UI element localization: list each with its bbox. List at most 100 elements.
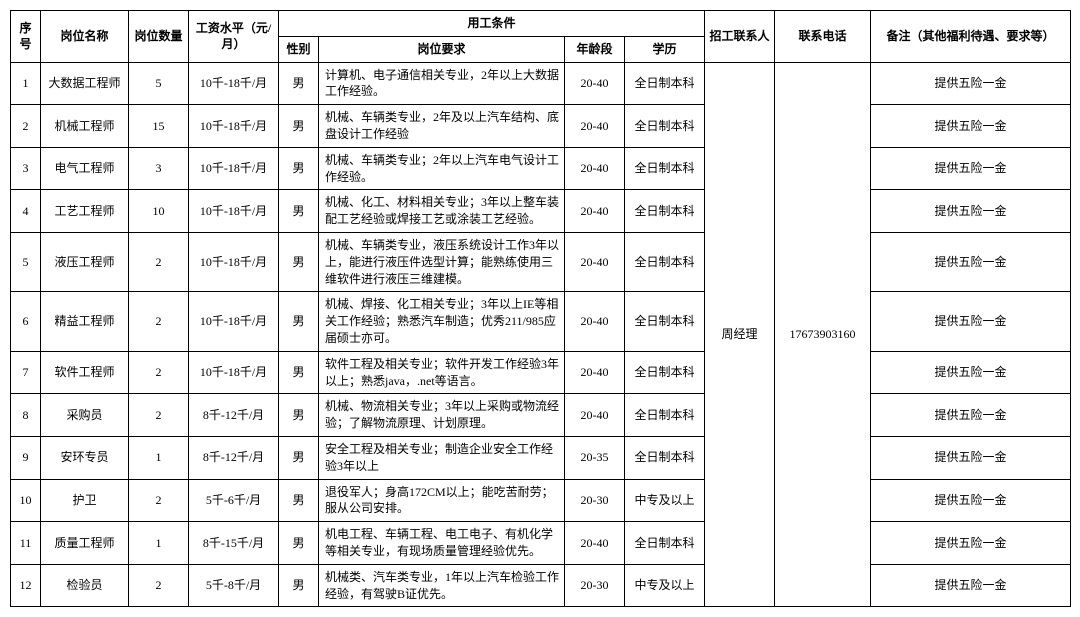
age-cell: 20-40: [565, 394, 625, 437]
seq-cell: 9: [11, 436, 41, 479]
note-cell: 提供五险一金: [871, 522, 1071, 565]
req-cell: 机械、物流相关专业；3年以上采购或物流经验；了解物流原理、计划原理。: [319, 394, 565, 437]
th-qty: 岗位数量: [129, 11, 189, 63]
th-requirement: 岗位要求: [319, 36, 565, 62]
position-cell: 质量工程师: [41, 522, 129, 565]
salary-cell: 10千-18千/月: [189, 292, 279, 351]
table-row: 9安环专员18千-12千/月男安全工程及相关专业；制造企业安全工作经验3年以上2…: [11, 436, 1071, 479]
edu-cell: 中专及以上: [625, 564, 705, 607]
qty-cell: 2: [129, 394, 189, 437]
table-row: 8采购员28千-12千/月男机械、物流相关专业；3年以上采购或物流经验；了解物流…: [11, 394, 1071, 437]
req-cell: 退役军人；身高172CM以上；能吃苦耐劳；服从公司安排。: [319, 479, 565, 522]
salary-cell: 10千-18千/月: [189, 232, 279, 291]
edu-cell: 全日制本科: [625, 292, 705, 351]
contact-cell: 周经理: [705, 62, 775, 607]
seq-cell: 8: [11, 394, 41, 437]
req-cell: 机械、化工、材料相关专业；3年以上整车装配工艺经验或焊接工艺或涂装工艺经验。: [319, 190, 565, 233]
position-cell: 工艺工程师: [41, 190, 129, 233]
req-cell: 机械、车辆类专业，液压系统设计工作3年以上，能进行液压件选型计算；能熟练使用三维…: [319, 232, 565, 291]
req-cell: 机械类、汽车类专业，1年以上汽车检验工作经验，有驾驶B证优先。: [319, 564, 565, 607]
seq-cell: 3: [11, 147, 41, 190]
note-cell: 提供五险一金: [871, 147, 1071, 190]
th-note: 备注（其他福利待遇、要求等）: [871, 11, 1071, 63]
req-cell: 机械、车辆类专业，2年及以上汽车结构、底盘设计工作经验: [319, 105, 565, 148]
seq-cell: 5: [11, 232, 41, 291]
note-cell: 提供五险一金: [871, 479, 1071, 522]
seq-cell: 1: [11, 62, 41, 105]
table-row: 3电气工程师310千-18千/月男机械、车辆类专业；2年以上汽车电气设计工作经验…: [11, 147, 1071, 190]
qty-cell: 1: [129, 522, 189, 565]
qty-cell: 5: [129, 62, 189, 105]
th-age: 年龄段: [565, 36, 625, 62]
note-cell: 提供五险一金: [871, 190, 1071, 233]
table-row: 11质量工程师18千-15千/月男机电工程、车辆工程、电工电子、有机化学等相关专…: [11, 522, 1071, 565]
req-cell: 软件工程及相关专业；软件开发工作经验3年以上；熟悉java，.net等语言。: [319, 351, 565, 394]
recruitment-table: 序号 岗位名称 岗位数量 工资水平（元/月） 用工条件 招工联系人 联系电话 备…: [10, 10, 1071, 607]
req-cell: 机械、车辆类专业；2年以上汽车电气设计工作经验。: [319, 147, 565, 190]
edu-cell: 全日制本科: [625, 147, 705, 190]
note-cell: 提供五险一金: [871, 436, 1071, 479]
age-cell: 20-40: [565, 292, 625, 351]
edu-cell: 全日制本科: [625, 522, 705, 565]
note-cell: 提供五险一金: [871, 105, 1071, 148]
th-phone: 联系电话: [775, 11, 871, 63]
gender-cell: 男: [279, 479, 319, 522]
table-row: 7软件工程师210千-18千/月男软件工程及相关专业；软件开发工作经验3年以上；…: [11, 351, 1071, 394]
age-cell: 20-40: [565, 351, 625, 394]
gender-cell: 男: [279, 436, 319, 479]
table-body: 1大数据工程师510千-18千/月男计算机、电子通信相关专业，2年以上大数据工作…: [11, 62, 1071, 607]
seq-cell: 4: [11, 190, 41, 233]
edu-cell: 全日制本科: [625, 232, 705, 291]
salary-cell: 5千-6千/月: [189, 479, 279, 522]
table-header: 序号 岗位名称 岗位数量 工资水平（元/月） 用工条件 招工联系人 联系电话 备…: [11, 11, 1071, 63]
position-cell: 采购员: [41, 394, 129, 437]
qty-cell: 15: [129, 105, 189, 148]
qty-cell: 2: [129, 479, 189, 522]
gender-cell: 男: [279, 147, 319, 190]
req-cell: 计算机、电子通信相关专业，2年以上大数据工作经验。: [319, 62, 565, 105]
age-cell: 20-30: [565, 564, 625, 607]
qty-cell: 2: [129, 351, 189, 394]
salary-cell: 5千-8千/月: [189, 564, 279, 607]
table-row: 4工艺工程师1010千-18千/月男机械、化工、材料相关专业；3年以上整车装配工…: [11, 190, 1071, 233]
position-cell: 液压工程师: [41, 232, 129, 291]
salary-cell: 10千-18千/月: [189, 190, 279, 233]
edu-cell: 全日制本科: [625, 62, 705, 105]
table-row: 1大数据工程师510千-18千/月男计算机、电子通信相关专业，2年以上大数据工作…: [11, 62, 1071, 105]
th-seq: 序号: [11, 11, 41, 63]
position-cell: 软件工程师: [41, 351, 129, 394]
gender-cell: 男: [279, 190, 319, 233]
table-row: 6精益工程师210千-18千/月男机械、焊接、化工相关专业；3年以上IE等相关工…: [11, 292, 1071, 351]
table-row: 2机械工程师1510千-18千/月男机械、车辆类专业，2年及以上汽车结构、底盘设…: [11, 105, 1071, 148]
salary-cell: 10千-18千/月: [189, 105, 279, 148]
th-salary: 工资水平（元/月）: [189, 11, 279, 63]
table-row: 12检验员25千-8千/月男机械类、汽车类专业，1年以上汽车检验工作经验，有驾驶…: [11, 564, 1071, 607]
age-cell: 20-40: [565, 190, 625, 233]
age-cell: 20-30: [565, 479, 625, 522]
note-cell: 提供五险一金: [871, 394, 1071, 437]
age-cell: 20-40: [565, 105, 625, 148]
edu-cell: 全日制本科: [625, 394, 705, 437]
th-gender: 性别: [279, 36, 319, 62]
qty-cell: 3: [129, 147, 189, 190]
gender-cell: 男: [279, 522, 319, 565]
table-row: 10护卫25千-6千/月男退役军人；身高172CM以上；能吃苦耐劳；服从公司安排…: [11, 479, 1071, 522]
seq-cell: 10: [11, 479, 41, 522]
seq-cell: 12: [11, 564, 41, 607]
gender-cell: 男: [279, 394, 319, 437]
seq-cell: 7: [11, 351, 41, 394]
note-cell: 提供五险一金: [871, 351, 1071, 394]
salary-cell: 10千-18千/月: [189, 351, 279, 394]
gender-cell: 男: [279, 232, 319, 291]
gender-cell: 男: [279, 62, 319, 105]
th-contact: 招工联系人: [705, 11, 775, 63]
qty-cell: 1: [129, 436, 189, 479]
qty-cell: 2: [129, 232, 189, 291]
age-cell: 20-40: [565, 522, 625, 565]
qty-cell: 2: [129, 564, 189, 607]
position-cell: 检验员: [41, 564, 129, 607]
qty-cell: 2: [129, 292, 189, 351]
edu-cell: 全日制本科: [625, 190, 705, 233]
gender-cell: 男: [279, 351, 319, 394]
edu-cell: 中专及以上: [625, 479, 705, 522]
